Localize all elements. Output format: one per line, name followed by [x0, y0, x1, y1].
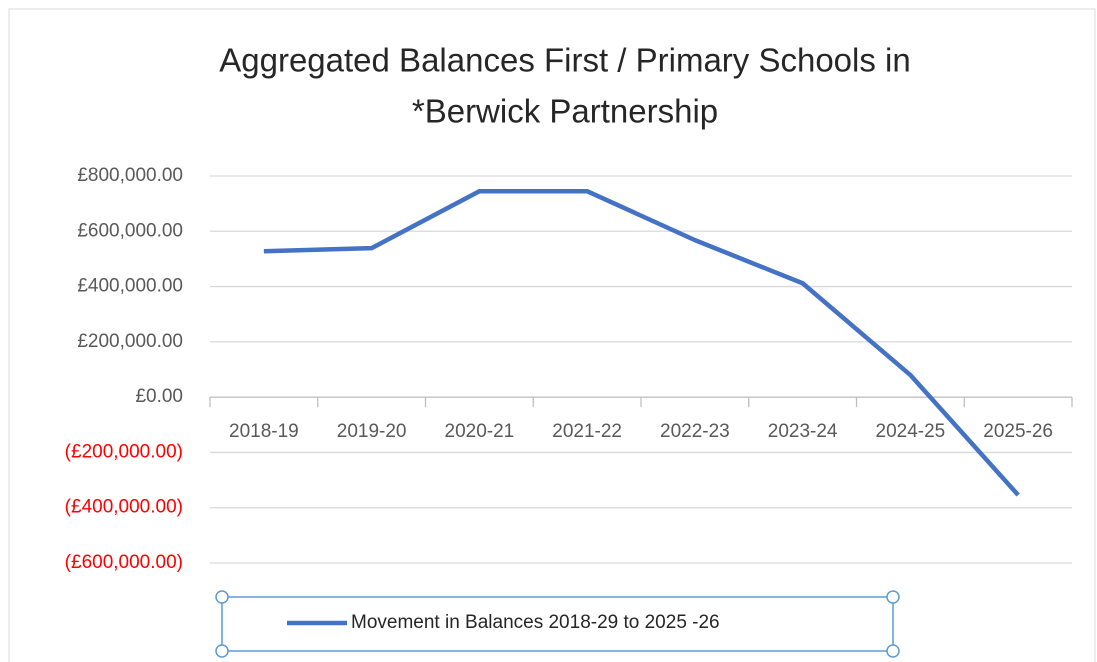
legend-box	[221, 596, 894, 652]
legend-label: Movement in Balances 2018-29 to 2025 -26	[351, 612, 720, 633]
chart-area	[8, 8, 1096, 662]
y-tick-label: (£200,000.00)	[65, 441, 183, 462]
selection-handle	[886, 644, 900, 658]
y-tick-label: (£600,000.00)	[65, 552, 183, 573]
x-tick-label: 2018-19	[229, 421, 299, 442]
y-tick-label: £800,000.00	[77, 165, 183, 186]
x-tick-label: 2022-23	[660, 421, 730, 442]
x-tick-label: 2023-24	[768, 421, 838, 442]
selection-handle	[886, 590, 900, 604]
line-series	[263, 188, 1020, 497]
x-tick-label: 2024-25	[876, 421, 946, 442]
chart-title: *Berwick Partnership	[412, 93, 718, 130]
x-tick-label: 2020-21	[445, 421, 515, 442]
x-tick-label: 2025-26	[983, 421, 1053, 442]
x-tick-label: 2019-20	[337, 421, 407, 442]
x-tick-label: 2021-22	[552, 421, 622, 442]
selection-handle	[215, 590, 229, 604]
y-tick-label: £600,000.00	[77, 220, 183, 241]
y-tick-label: £400,000.00	[77, 276, 183, 297]
y-tick-label: (£400,000.00)	[65, 497, 183, 518]
selection-handle	[215, 644, 229, 658]
y-tick-label: £0.00	[135, 386, 183, 407]
y-tick-label: £200,000.00	[77, 331, 183, 352]
chart-title: Aggregated Balances First / Primary Scho…	[219, 42, 910, 79]
